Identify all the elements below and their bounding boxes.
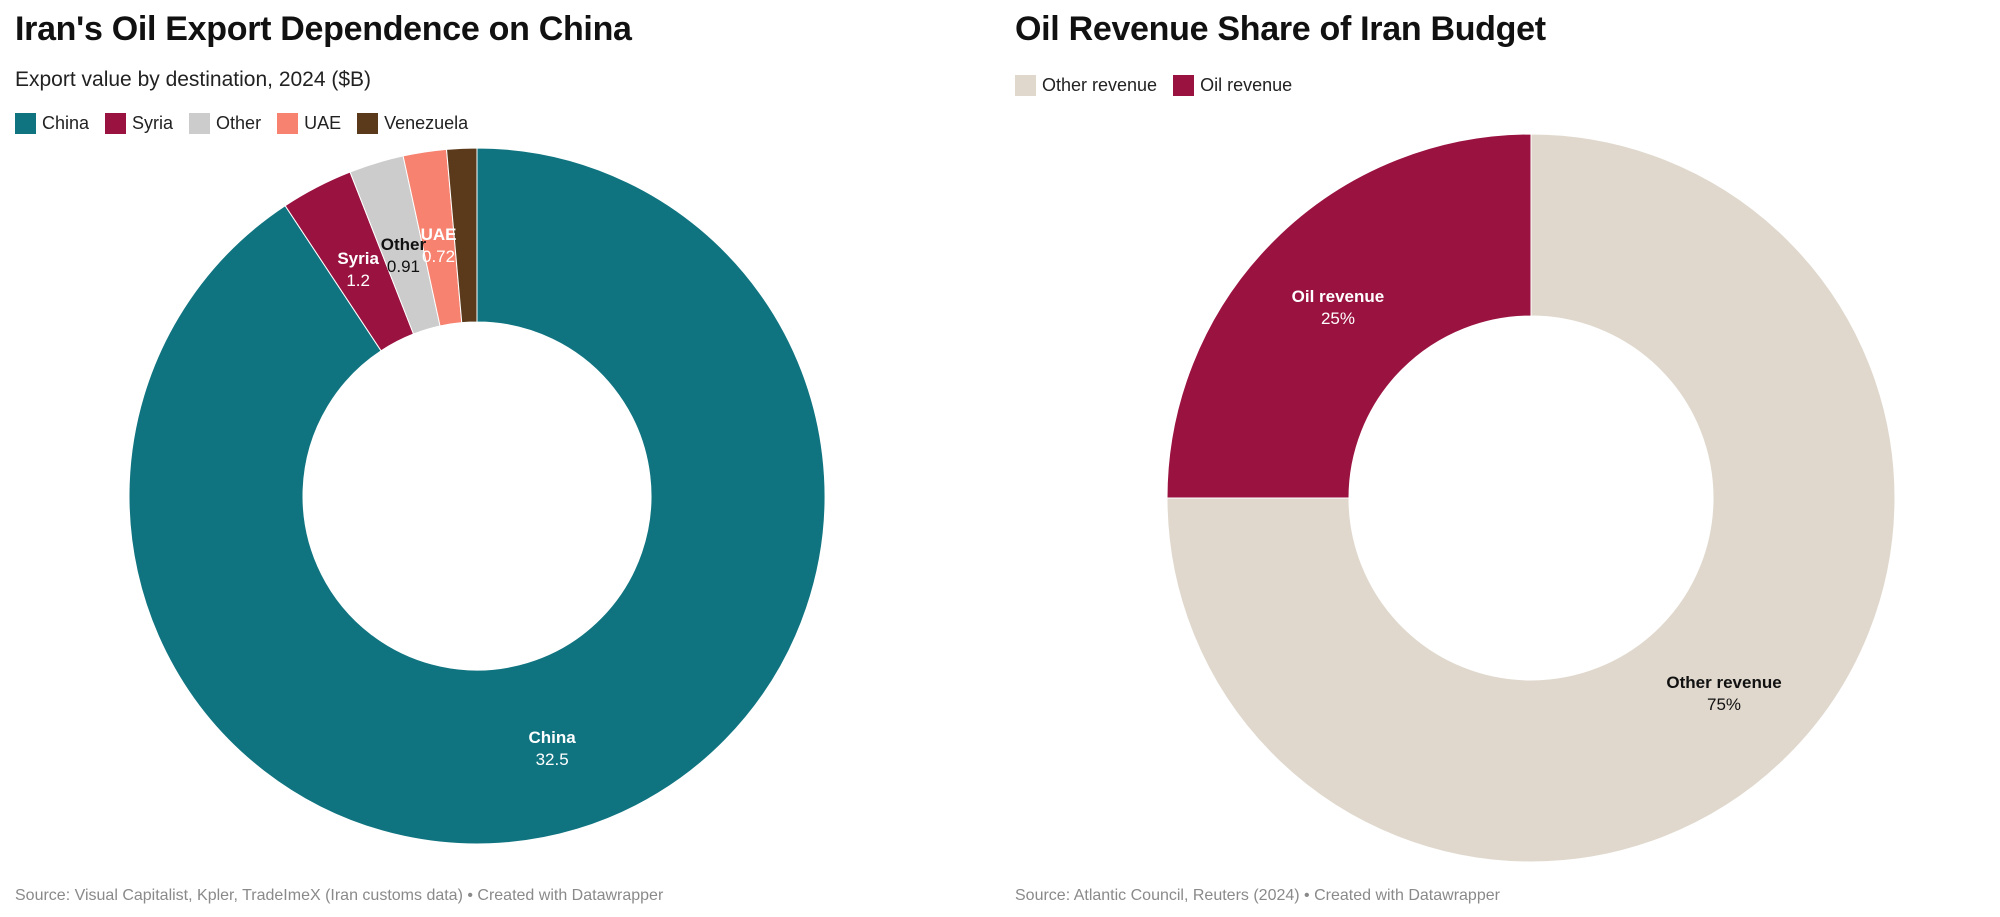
legend-label-venezuela: Venezuela xyxy=(384,113,469,133)
slice-value-syria: 1.2 xyxy=(346,271,370,290)
right-chart-legend: Other revenue Oil revenue xyxy=(1015,75,1292,96)
budget-share-panel: Oil Revenue Share of Iran Budget Other r… xyxy=(1000,0,2000,917)
legend-swatch-uae xyxy=(277,113,299,134)
legend-label-oil-revenue: Oil revenue xyxy=(1200,75,1293,95)
legend-swatch-other-revenue xyxy=(1015,75,1036,96)
legend-label-other: Other xyxy=(216,113,262,133)
left-chart-title: Iran's Oil Export Dependence on China xyxy=(15,10,632,48)
slice-china xyxy=(128,147,826,845)
slice-label-syria: Syria 1.2 xyxy=(337,249,379,290)
slice-name-oil-revenue: Oil revenue xyxy=(1292,287,1385,306)
left-chart-source: Source: Visual Capitalist, Kpler, TradeI… xyxy=(15,887,664,904)
legend-label-syria: Syria xyxy=(132,113,174,133)
slice-name-uae: UAE xyxy=(421,225,457,244)
slice-value-other: 0.91 xyxy=(387,257,420,276)
legend-item-uae: UAE xyxy=(277,113,341,134)
right-chart-title: Oil Revenue Share of Iran Budget xyxy=(1015,10,1546,48)
slice-value-other-revenue: 75% xyxy=(1707,695,1741,714)
legend-item-syria: Syria xyxy=(105,113,173,134)
legend-item-oil-revenue: Oil revenue xyxy=(1173,75,1292,96)
right-chart-source: Source: Atlantic Council, Reuters (2024)… xyxy=(1015,887,1500,904)
export-destination-panel: Iran's Oil Export Dependence on China Ex… xyxy=(15,10,826,904)
slice-label-oil-revenue: Oil revenue 25% xyxy=(1292,287,1385,328)
legend-item-other: Other xyxy=(189,113,261,134)
slice-value-oil-revenue: 25% xyxy=(1321,309,1355,328)
slice-oil-revenue xyxy=(1166,133,1532,499)
slice-label-other-revenue: Other revenue 75% xyxy=(1666,673,1781,714)
legend-label-other-revenue: Other revenue xyxy=(1042,75,1158,95)
legend-swatch-oil-revenue xyxy=(1173,75,1195,96)
slice-name-other: Other xyxy=(381,235,427,254)
legend-swatch-china xyxy=(15,113,36,134)
slice-label-uae: UAE 0.72 xyxy=(421,225,457,266)
slice-name-syria: Syria xyxy=(337,249,379,268)
legend-item-china: China xyxy=(15,113,89,134)
slice-label-other: Other 0.91 xyxy=(381,235,427,276)
legend-item-venezuela: Venezuela xyxy=(357,113,468,134)
left-chart-subtitle: Export value by destination, 2024 ($B) xyxy=(15,68,372,91)
legend-label-uae: UAE xyxy=(304,113,342,133)
left-chart-legend: China Syria Other UAE Venezuela xyxy=(15,113,468,134)
slice-name-other-revenue: Other revenue xyxy=(1666,673,1781,692)
budget-share-donut-chart: Other revenue 75% Oil revenue 25% xyxy=(1166,133,1896,863)
legend-swatch-other xyxy=(189,113,211,134)
slice-label-china: China 32.5 xyxy=(529,728,577,769)
slice-venezuela xyxy=(445,147,478,324)
slice-value-uae: 0.72 xyxy=(422,247,455,266)
legend-swatch-syria xyxy=(105,113,127,134)
slice-value-china: 32.5 xyxy=(536,750,569,769)
legend-item-other-revenue: Other revenue xyxy=(1015,75,1157,96)
slice-name-china: China xyxy=(529,728,577,747)
slice-other-revenue xyxy=(1166,133,1896,863)
legend-swatch-venezuela xyxy=(357,113,379,134)
legend-label-china: China xyxy=(42,113,90,133)
